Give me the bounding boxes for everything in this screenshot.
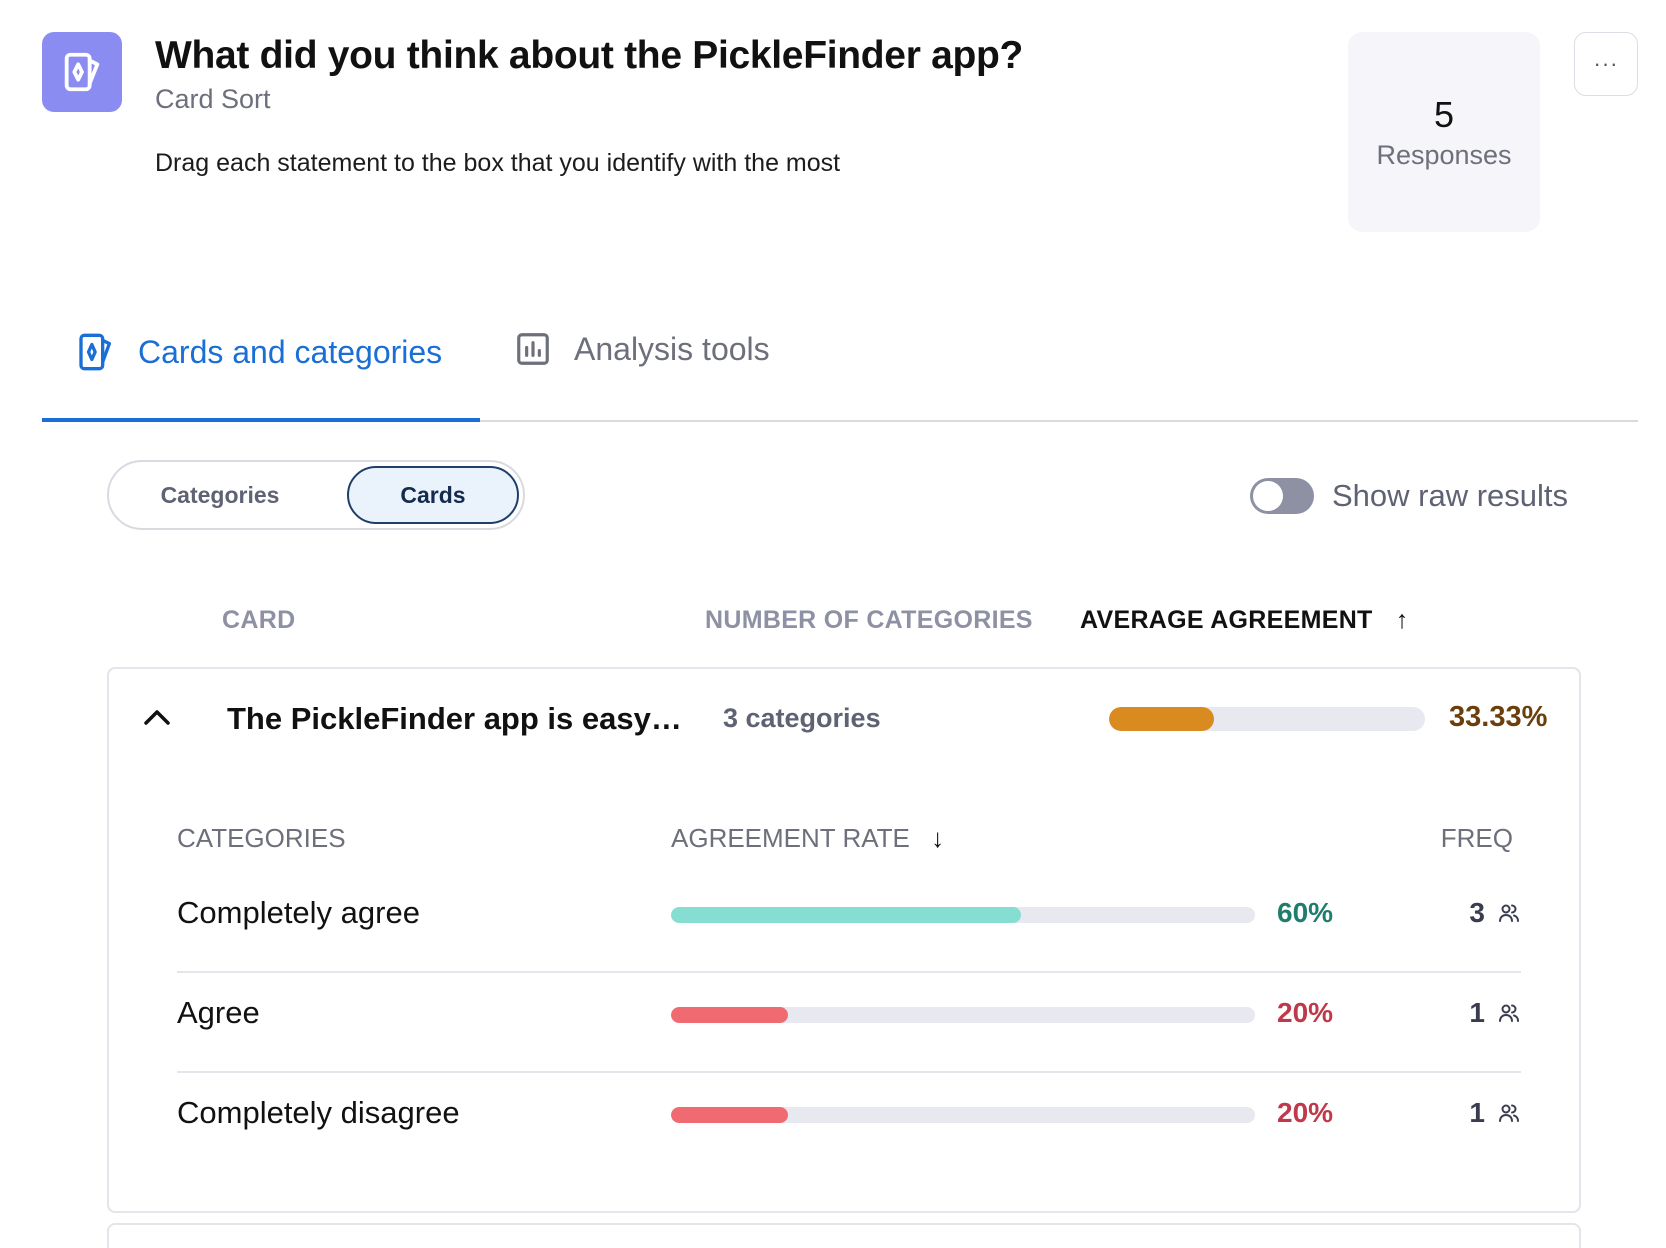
categories-view-button[interactable]: Categories [160, 481, 280, 508]
subheader-categories: CATEGORIES [177, 823, 346, 853]
arrow-down-icon: ↓ [931, 823, 945, 853]
column-header-label: AVERAGE AGREEMENT [1080, 606, 1373, 634]
more-horizontal-icon: ··· [1593, 51, 1619, 76]
tab-cards-and-categories[interactable]: Cards and categories [76, 330, 442, 374]
agreement-rate-fill [671, 1107, 788, 1123]
arrow-up-icon: ↑ [1395, 606, 1409, 634]
agreement-rate-fill [671, 1007, 788, 1023]
average-agreement-bar [1109, 707, 1425, 731]
tab-analysis-tools[interactable]: Analysis tools [514, 330, 770, 368]
subheader-agreement-rate[interactable]: AGREEMENT RATE ↓ [671, 823, 944, 854]
frequency: 1 [1469, 1097, 1521, 1129]
subheader-freq: FREQ [1440, 823, 1513, 853]
raw-results-toggle[interactable] [1250, 478, 1314, 514]
app-icon [42, 32, 122, 112]
task-instruction: Drag each statement to the box that you … [155, 149, 841, 177]
responses-summary: 5 Responses [1348, 32, 1540, 232]
agreement-rate-value: 60% [1277, 897, 1334, 928]
subheader-label: AGREEMENT RATE [671, 823, 910, 853]
tab-label: Analysis tools [574, 330, 770, 367]
category-row: Completely disagree 20% 1 [177, 1067, 1521, 1173]
column-header-number-of-categories[interactable]: NUMBER OF CATEGORIES [705, 606, 1033, 634]
average-agreement-value: 33.33% [1449, 701, 1548, 733]
card-categories-count: 3 categories [723, 703, 881, 733]
bar-chart-icon [517, 333, 549, 365]
page-subtitle: Card Sort [155, 84, 271, 114]
frequency-count: 3 [1469, 897, 1485, 928]
card-icon [79, 333, 112, 371]
view-toggle: Categories Cards [107, 460, 525, 530]
agreement-rate-bar [671, 1007, 1255, 1023]
category-row: Agree 20% 1 [177, 967, 1521, 1073]
users-icon [1499, 904, 1519, 922]
toggle-knob [1253, 481, 1283, 511]
category-name: Completely agree [177, 895, 420, 930]
chevron-up-icon[interactable] [141, 705, 173, 729]
card-title[interactable]: The PickleFinder app is easy t... [227, 701, 687, 736]
agreement-rate-value: 20% [1277, 997, 1334, 1028]
average-agreement-fill [1109, 707, 1215, 731]
category-name: Completely disagree [177, 1095, 460, 1130]
cards-view-button[interactable]: Cards [347, 466, 519, 524]
frequency-count: 1 [1469, 1097, 1485, 1128]
column-header-average-agreement[interactable]: AVERAGE AGREEMENT ↑ [1080, 606, 1409, 635]
agreement-rate-bar [671, 1107, 1255, 1123]
card-row: The PickleFinder app is easy t... 3 cate… [107, 667, 1581, 1213]
frequency: 3 [1469, 897, 1521, 929]
next-card-row[interactable] [107, 1223, 1581, 1248]
tab-bar: Cards and categories Analysis tools [42, 316, 1638, 422]
agreement-rate-value: 20% [1277, 1097, 1334, 1128]
more-options-button[interactable]: ··· [1574, 32, 1638, 96]
page-title: What did you think about the PickleFinde… [155, 34, 1024, 77]
category-row: Completely agree 60% 3 [177, 867, 1521, 973]
users-icon [1499, 1004, 1519, 1022]
raw-results-label: Show raw results [1332, 478, 1569, 513]
agreement-rate-bar [671, 907, 1255, 923]
responses-count: 5 [1433, 93, 1455, 135]
responses-label: Responses [1376, 139, 1512, 170]
frequency: 1 [1469, 997, 1521, 1029]
card-sort-icon [64, 52, 100, 92]
frequency-count: 1 [1469, 997, 1485, 1028]
active-tab-indicator [42, 418, 480, 422]
agreement-rate-fill [671, 907, 1022, 923]
tab-label: Cards and categories [138, 333, 443, 370]
users-icon [1499, 1104, 1519, 1122]
category-name: Agree [177, 995, 260, 1030]
column-header-card[interactable]: CARD [222, 606, 296, 634]
